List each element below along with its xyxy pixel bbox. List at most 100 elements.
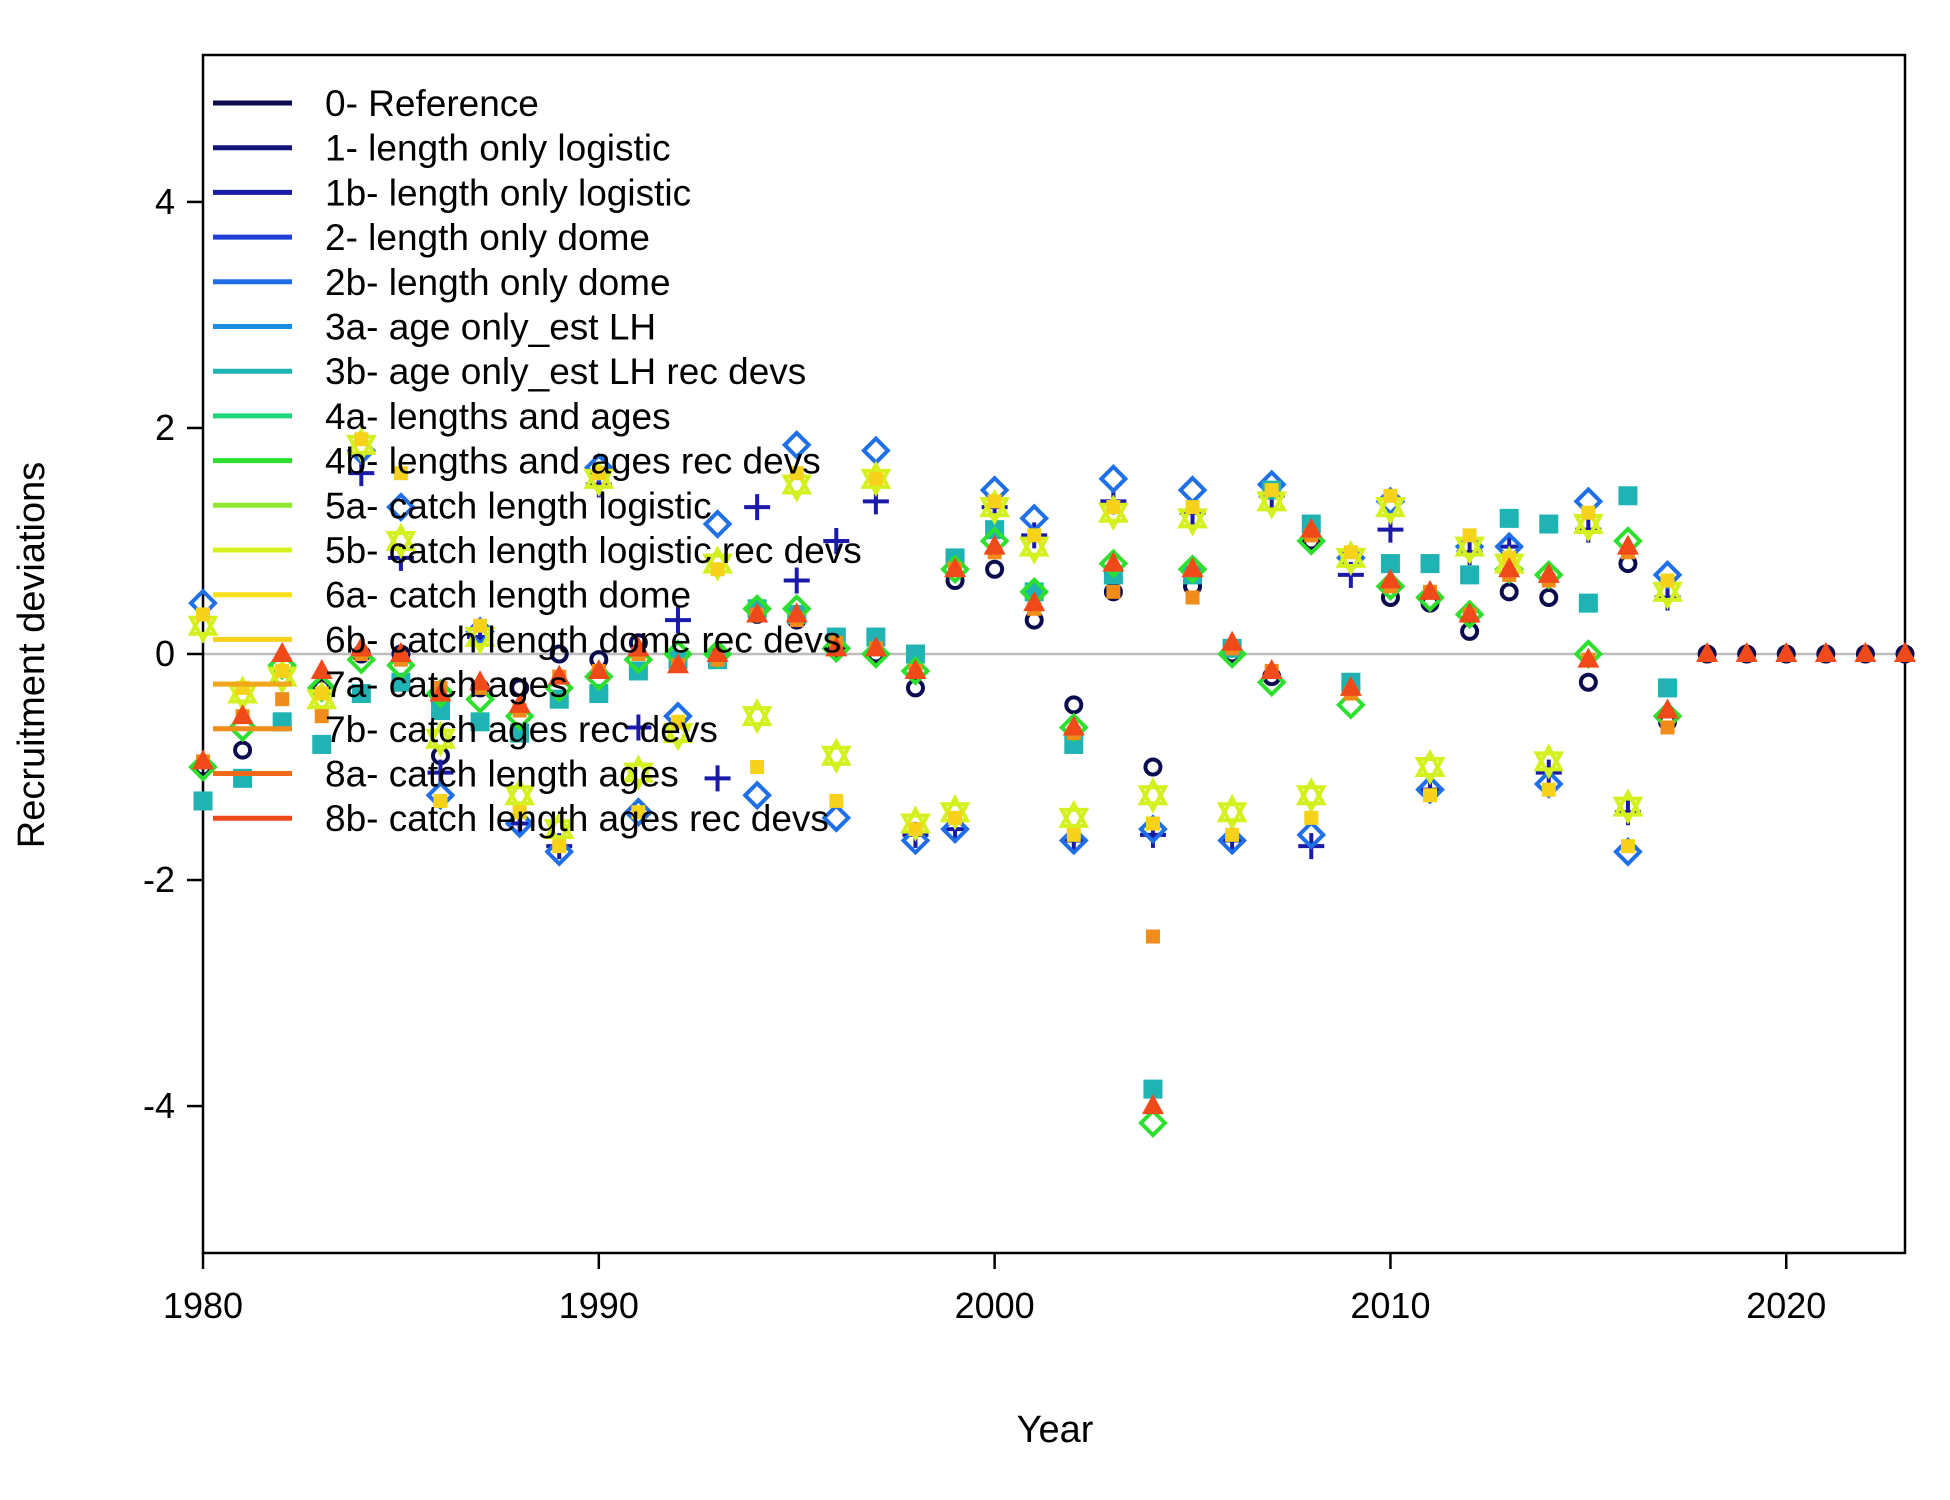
data-point [825, 636, 848, 657]
data-point [385, 522, 417, 560]
data-point [1618, 486, 1638, 506]
data-point [504, 808, 535, 839]
data-point [1296, 820, 1327, 850]
data-point [469, 670, 492, 691]
series-16 [192, 517, 1916, 1115]
data-point [1660, 720, 1675, 735]
data-point [233, 740, 253, 760]
data-point [948, 810, 963, 825]
data-point [1612, 788, 1644, 825]
data-point [1221, 630, 1244, 651]
data-point [1620, 839, 1635, 854]
data-point [623, 754, 654, 791]
data-point [702, 509, 733, 539]
data-point [1423, 788, 1438, 803]
data-point [1336, 690, 1366, 720]
data-point [908, 822, 923, 837]
data-point [785, 602, 808, 623]
points-layer [187, 426, 1916, 1138]
data-point [275, 663, 290, 678]
data-point [1143, 757, 1163, 777]
data-point [354, 432, 369, 447]
data-point [1696, 642, 1719, 662]
data-point [1616, 534, 1639, 555]
data-point [1420, 554, 1440, 574]
data-point [1541, 782, 1556, 797]
data-point [587, 658, 610, 679]
legend-label: 8a- catch length ages [325, 754, 679, 795]
data-point [664, 607, 691, 634]
data-point [1058, 825, 1089, 856]
data-point [1894, 642, 1916, 662]
data-point [1578, 672, 1598, 692]
data-point [820, 737, 852, 774]
legend-label: 7a- catch ages [325, 664, 568, 705]
data-point [1656, 698, 1679, 719]
legend-label: 0- Reference [325, 83, 539, 124]
data-point [670, 714, 685, 729]
data-point [1775, 642, 1798, 662]
x-tick-label: 2000 [955, 1285, 1035, 1326]
data-point [231, 704, 254, 725]
axes-layer: 1980 1990 2000 2010 2020 -4 -2 0 2 4 [143, 53, 1907, 1326]
data-point [944, 557, 967, 578]
legend-label: 3b- age only_est LH rec devs [325, 351, 806, 392]
data-point [1533, 743, 1565, 780]
data-point [1138, 814, 1168, 845]
data-point [192, 749, 214, 770]
data-point [1658, 678, 1678, 698]
data-point [591, 466, 606, 481]
data-point [821, 803, 852, 833]
data-point [987, 494, 1002, 509]
data-point [386, 492, 416, 522]
data-point [783, 567, 810, 594]
data-point [1343, 545, 1358, 560]
legend-label: 7b- catch ages rec devs [325, 709, 718, 750]
data-point [983, 534, 1006, 555]
data-point [314, 686, 329, 701]
data-point [821, 633, 852, 664]
data-point [350, 636, 373, 657]
data-point [393, 466, 408, 481]
data-point [1339, 675, 1362, 696]
data-point [433, 793, 448, 808]
data-point [473, 618, 488, 633]
data-point [425, 720, 456, 757]
data-point [1462, 528, 1477, 543]
data-point [985, 559, 1005, 579]
y-tick-label: -2 [143, 859, 175, 900]
y-tick-label: 2 [155, 407, 175, 448]
data-point [1064, 695, 1084, 715]
data-point [510, 723, 530, 743]
data-point [193, 791, 213, 811]
x-axis-title: Year [1017, 1409, 1094, 1451]
data-point [1660, 573, 1675, 588]
x-tick-label: 2020 [1746, 1285, 1826, 1326]
data-point [1458, 602, 1481, 623]
data-point [704, 765, 731, 792]
data-point [1177, 554, 1208, 585]
data-point [706, 642, 729, 662]
data-point [789, 466, 804, 481]
data-point [746, 602, 769, 623]
x-tick-label: 1990 [559, 1285, 639, 1326]
data-point [1062, 715, 1085, 736]
data-point [625, 714, 652, 741]
legend-label: 6a- catch length dome [325, 575, 691, 616]
x-tick-label: 2010 [1350, 1285, 1430, 1326]
data-point [627, 636, 650, 657]
data-point [1181, 557, 1204, 578]
data-point [631, 805, 646, 820]
data-point [512, 805, 527, 820]
legend-label: 8b- catch length ages rec devs [325, 798, 829, 839]
data-point [1415, 582, 1445, 613]
data-point [1185, 590, 1200, 605]
data-point [1225, 827, 1240, 842]
data-point [196, 607, 210, 622]
data-point [1216, 794, 1248, 831]
data-point [741, 697, 773, 735]
data-point [1260, 658, 1283, 679]
data-point [1304, 810, 1319, 825]
